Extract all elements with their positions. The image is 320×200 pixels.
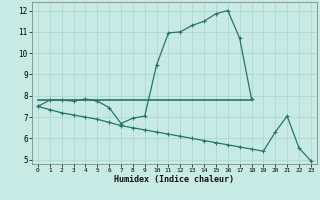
X-axis label: Humidex (Indice chaleur): Humidex (Indice chaleur) xyxy=(115,175,234,184)
